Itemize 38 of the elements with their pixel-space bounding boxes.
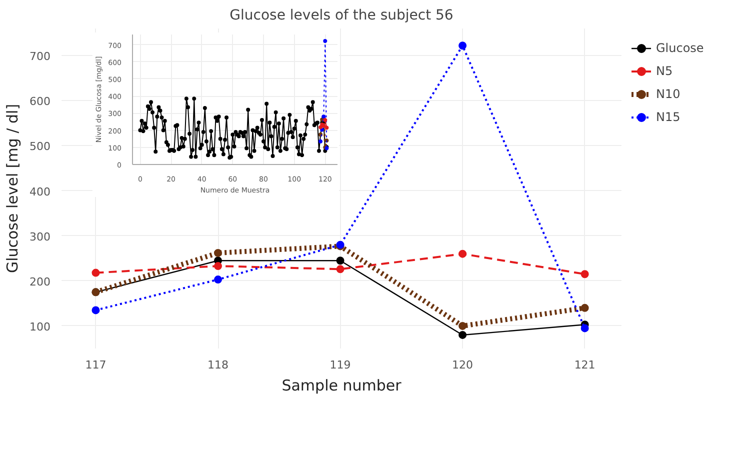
point	[458, 322, 467, 330]
point	[580, 304, 589, 312]
point	[320, 128, 324, 132]
x-tick-label: 118	[208, 358, 229, 372]
y-axis-title: Glucose level [mg / dl]	[4, 104, 22, 274]
legend-label: N5	[656, 64, 674, 78]
point	[458, 330, 467, 339]
point	[318, 139, 323, 144]
y-tick-label: 300	[30, 230, 51, 244]
x-tick-label: 119	[330, 358, 351, 372]
point	[324, 126, 329, 130]
point	[323, 39, 328, 43]
y-tick-label: 100	[30, 320, 51, 334]
chart-title: Glucose levels of the subject 56	[230, 8, 454, 24]
point	[580, 324, 589, 332]
y-tick-label: 200	[30, 275, 51, 288]
point	[92, 306, 100, 314]
point	[336, 256, 344, 265]
point	[214, 276, 222, 284]
point	[214, 248, 222, 257]
legend-label: N10	[656, 87, 680, 101]
y-tick-label: 400	[30, 185, 51, 198]
legend-label: Glucose	[656, 41, 704, 55]
point	[323, 118, 328, 122]
y-tick-label: 700	[30, 50, 51, 64]
point	[458, 250, 467, 258]
x-tick-label: 117	[85, 358, 106, 372]
x-tick-label: 120	[452, 358, 474, 372]
y-tick-label: 500	[30, 140, 51, 154]
x-tick-label: 121	[574, 358, 596, 372]
y-tick-label: 600	[30, 95, 51, 108]
point	[336, 265, 344, 274]
x-axis-title: Sample number	[282, 376, 402, 394]
point	[214, 262, 222, 270]
point	[580, 270, 589, 278]
legend-label: N15	[656, 110, 680, 124]
point	[458, 42, 467, 50]
point	[92, 268, 100, 277]
